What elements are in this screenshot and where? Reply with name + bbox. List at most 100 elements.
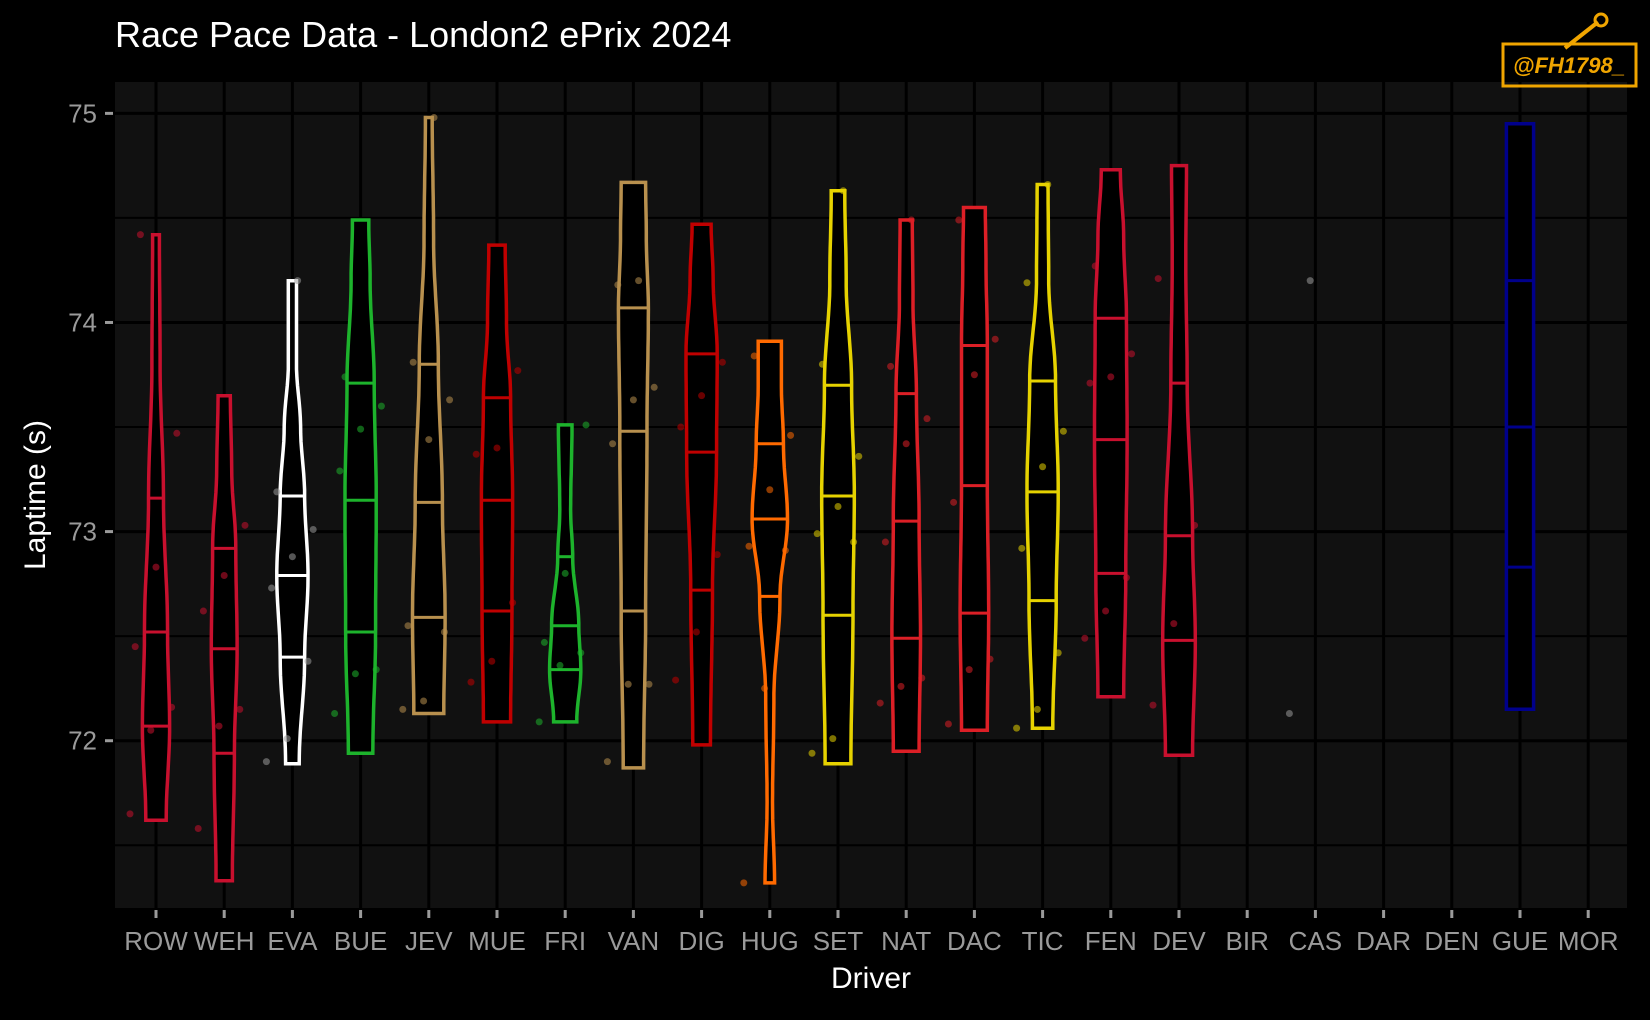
data-point bbox=[425, 436, 433, 444]
logo-text: @FH1798_ bbox=[1513, 53, 1625, 78]
data-point bbox=[698, 392, 706, 400]
data-point bbox=[126, 810, 134, 818]
data-point bbox=[304, 657, 312, 665]
data-point bbox=[357, 425, 365, 433]
data-point bbox=[1122, 574, 1130, 582]
data-point bbox=[215, 722, 223, 730]
data-point bbox=[582, 421, 590, 429]
data-point bbox=[692, 628, 700, 636]
data-point bbox=[194, 825, 202, 833]
violin-set bbox=[819, 188, 857, 766]
violin-gue bbox=[1504, 122, 1536, 712]
data-point bbox=[409, 358, 417, 366]
x-tick-label: MUE bbox=[468, 926, 526, 956]
data-point bbox=[173, 429, 181, 437]
data-point bbox=[740, 879, 748, 887]
data-point bbox=[514, 367, 522, 375]
x-tick-label: HUG bbox=[741, 926, 799, 956]
chart-title: Race Pace Data - London2 ePrix 2024 bbox=[115, 14, 732, 55]
data-point bbox=[262, 758, 270, 766]
data-point bbox=[430, 114, 438, 122]
data-point bbox=[923, 415, 931, 423]
data-point bbox=[955, 216, 963, 224]
logo-badge: @FH1798_ bbox=[1501, 12, 1638, 88]
violin-row bbox=[140, 232, 172, 822]
data-point bbox=[897, 682, 905, 690]
x-tick-label: TIC bbox=[1022, 926, 1064, 956]
data-point bbox=[540, 638, 548, 646]
data-point bbox=[467, 678, 475, 686]
data-point bbox=[236, 705, 244, 713]
data-point bbox=[818, 360, 826, 368]
data-point bbox=[781, 546, 789, 554]
data-point bbox=[991, 335, 999, 343]
x-tick-label: GUE bbox=[1492, 926, 1548, 956]
x-tick-label: FEN bbox=[1085, 926, 1137, 956]
y-tick-label: 73 bbox=[68, 517, 97, 547]
x-tick-label: NAT bbox=[881, 926, 931, 956]
data-point bbox=[876, 699, 884, 707]
data-point bbox=[152, 563, 160, 571]
x-tick-label: JEV bbox=[405, 926, 453, 956]
data-point bbox=[1170, 620, 1178, 628]
data-point bbox=[1086, 379, 1094, 387]
data-point bbox=[294, 277, 302, 285]
data-point bbox=[750, 352, 758, 360]
data-point bbox=[199, 607, 207, 615]
violins bbox=[140, 115, 1536, 885]
x-tick-label: SET bbox=[813, 926, 864, 956]
x-tick-label: BIR bbox=[1226, 926, 1269, 956]
data-point bbox=[950, 498, 958, 506]
data-point bbox=[713, 551, 721, 559]
data-point bbox=[907, 216, 915, 224]
data-point bbox=[241, 521, 249, 529]
data-point bbox=[1013, 724, 1021, 732]
data-point bbox=[1149, 701, 1157, 709]
data-point bbox=[535, 718, 543, 726]
x-tick-label: DAR bbox=[1356, 926, 1411, 956]
data-point bbox=[902, 440, 910, 448]
data-point bbox=[1018, 544, 1026, 552]
data-point bbox=[881, 538, 889, 546]
data-point bbox=[850, 538, 858, 546]
y-tick-label: 72 bbox=[68, 726, 97, 756]
data-point bbox=[944, 720, 952, 728]
x-tick-label: FRI bbox=[544, 926, 586, 956]
data-point bbox=[309, 526, 317, 534]
x-tick-label: BUE bbox=[334, 926, 387, 956]
data-point bbox=[629, 396, 637, 404]
data-point bbox=[331, 710, 339, 718]
data-point bbox=[718, 358, 726, 366]
data-point bbox=[420, 697, 428, 705]
data-point bbox=[556, 661, 564, 669]
violin-tic bbox=[1025, 182, 1060, 730]
x-tick-label: ROW bbox=[124, 926, 188, 956]
x-tick-label: VAN bbox=[608, 926, 660, 956]
violin-weh bbox=[209, 393, 239, 883]
data-point bbox=[1191, 521, 1199, 529]
data-point bbox=[351, 670, 359, 678]
data-point bbox=[1128, 350, 1136, 358]
data-point bbox=[472, 450, 480, 458]
data-point bbox=[1081, 634, 1089, 642]
logo-key-icon bbox=[1563, 20, 1600, 50]
data-point bbox=[1107, 373, 1115, 381]
data-point bbox=[288, 553, 296, 561]
x-tick-label: CAS bbox=[1289, 926, 1342, 956]
y-tick-label: 75 bbox=[68, 98, 97, 128]
data-points bbox=[126, 114, 1314, 887]
data-point bbox=[446, 396, 454, 404]
logo-key-ring-icon bbox=[1593, 12, 1609, 28]
data-point bbox=[761, 684, 769, 692]
data-point bbox=[136, 231, 144, 239]
data-point bbox=[268, 584, 276, 592]
data-point bbox=[336, 467, 344, 475]
x-tick-label: DEN bbox=[1424, 926, 1479, 956]
plot-panel bbox=[115, 82, 1627, 908]
data-point bbox=[1154, 275, 1162, 283]
data-point bbox=[829, 735, 837, 743]
data-point bbox=[918, 674, 926, 682]
data-point bbox=[283, 735, 291, 743]
data-point bbox=[1054, 649, 1062, 657]
